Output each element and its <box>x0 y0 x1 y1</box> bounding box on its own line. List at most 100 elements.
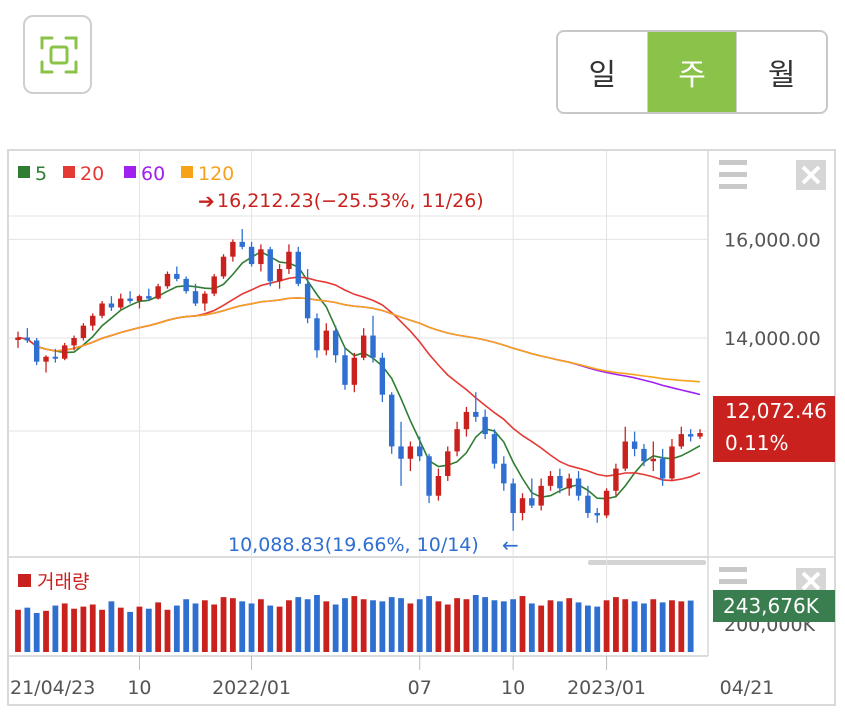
candle-body <box>174 273 180 279</box>
candle-body <box>146 296 152 299</box>
volume-badge: 243,676K <box>713 590 835 622</box>
period-tab-week[interactable]: 주 <box>646 32 737 112</box>
candle-body <box>510 483 516 513</box>
candle-body <box>62 345 68 359</box>
x-axis-ticks: 21/04/23 10 2022/01 07 10 2023/01 04/21 <box>10 677 774 699</box>
volume-bar <box>678 601 685 652</box>
candle-body <box>258 249 264 265</box>
volume-bar <box>99 609 105 652</box>
volume-bar <box>80 606 87 652</box>
candle-body <box>463 411 470 430</box>
volume-bar <box>211 604 218 652</box>
panel-splitter-handle[interactable] <box>588 560 706 565</box>
candle-body <box>398 446 404 459</box>
y-tick-label: 16,000.00 <box>724 229 821 251</box>
x-tick-label: 07 <box>408 677 432 699</box>
moving-average-5 <box>17 250 701 500</box>
y-tick-label: 14,000.00 <box>724 328 821 350</box>
x-tick-label: 10 <box>501 677 525 699</box>
volume-bars <box>15 595 694 652</box>
period-tab-month[interactable]: 월 <box>736 32 826 112</box>
price-panel-menu-icon[interactable] <box>719 160 747 189</box>
volume-bar <box>323 601 330 652</box>
candle-body <box>566 478 572 489</box>
volume-bar <box>183 599 190 652</box>
candle-body <box>295 251 301 284</box>
legend-label-20: 20 <box>80 163 104 185</box>
candle-body <box>90 315 96 326</box>
chart-frame <box>7 149 836 706</box>
volume-bar <box>491 600 498 652</box>
candle-body <box>650 458 656 462</box>
volume-bar <box>472 595 479 652</box>
candle-body <box>52 356 59 359</box>
candle-body <box>230 241 236 257</box>
candle-body <box>108 303 115 308</box>
volume-legend-swatch <box>18 574 31 587</box>
candle-body <box>370 335 376 358</box>
volume-bar <box>164 609 171 652</box>
volume-bar <box>192 603 199 652</box>
fullscreen-button[interactable] <box>23 15 92 94</box>
volume-bar <box>248 603 255 652</box>
candle-body <box>407 446 414 459</box>
volume-bar <box>482 597 489 652</box>
last-price-badge: 12,072.46 0.11% <box>713 396 835 462</box>
volume-bar <box>650 599 657 652</box>
legend-swatch-120 <box>181 166 193 178</box>
volume-bar <box>295 597 302 652</box>
legend-swatch-60 <box>124 166 136 178</box>
volume-bar <box>127 611 134 652</box>
volume-bar <box>566 598 573 652</box>
candle-body <box>482 416 488 435</box>
expand-corners-icon <box>40 36 78 74</box>
volume-bar <box>510 599 517 652</box>
x-tick-label: 2022/01 <box>212 677 291 699</box>
candle-body <box>613 468 619 491</box>
moving-average-60 <box>36 297 701 396</box>
volume-bar <box>407 603 414 652</box>
low-arrow-icon: ← <box>502 533 519 557</box>
volume-bar <box>669 600 675 652</box>
candle-body <box>473 411 479 417</box>
candle-body <box>388 394 395 447</box>
volume-bar <box>538 605 545 652</box>
candle-body <box>276 269 283 282</box>
volume-bar <box>398 598 404 652</box>
volume-bar <box>641 603 647 652</box>
volume-bar <box>220 597 227 652</box>
volume-bar <box>314 595 320 652</box>
volume-bar <box>286 600 292 652</box>
volume-bar <box>52 605 59 652</box>
volume-legend-label: 거래량 <box>37 571 89 593</box>
volume-bar <box>71 608 77 652</box>
moving-average-lines <box>17 250 701 500</box>
volume-bar <box>370 600 376 652</box>
volume-bar <box>416 599 423 652</box>
candle-body <box>136 296 143 302</box>
candle-body <box>24 337 31 341</box>
legend-swatch-5 <box>18 166 30 178</box>
volume-bar <box>575 602 582 652</box>
legend-label-5: 5 <box>35 163 47 185</box>
price-panel-close-icon[interactable] <box>796 160 826 190</box>
candle-body <box>501 463 507 484</box>
volume-panel-close-icon[interactable] <box>796 568 826 594</box>
price-change: 0.11% <box>725 431 789 455</box>
period-tab-day[interactable]: 일 <box>588 58 617 93</box>
volume-bar <box>594 606 601 652</box>
volume-bar <box>89 604 96 652</box>
candle-body <box>659 458 666 479</box>
candlesticks <box>15 228 703 531</box>
candle-body <box>71 338 77 346</box>
candle-body <box>342 355 348 385</box>
volume-bar <box>556 601 563 652</box>
candle-body <box>304 283 311 319</box>
moving-average-120 <box>36 297 701 383</box>
candle-body <box>192 291 199 304</box>
candle-body <box>426 456 432 496</box>
volume-panel-menu-icon[interactable] <box>719 567 747 584</box>
candle-body <box>669 446 675 479</box>
candle-body <box>15 337 21 340</box>
volume-bar <box>332 604 339 652</box>
